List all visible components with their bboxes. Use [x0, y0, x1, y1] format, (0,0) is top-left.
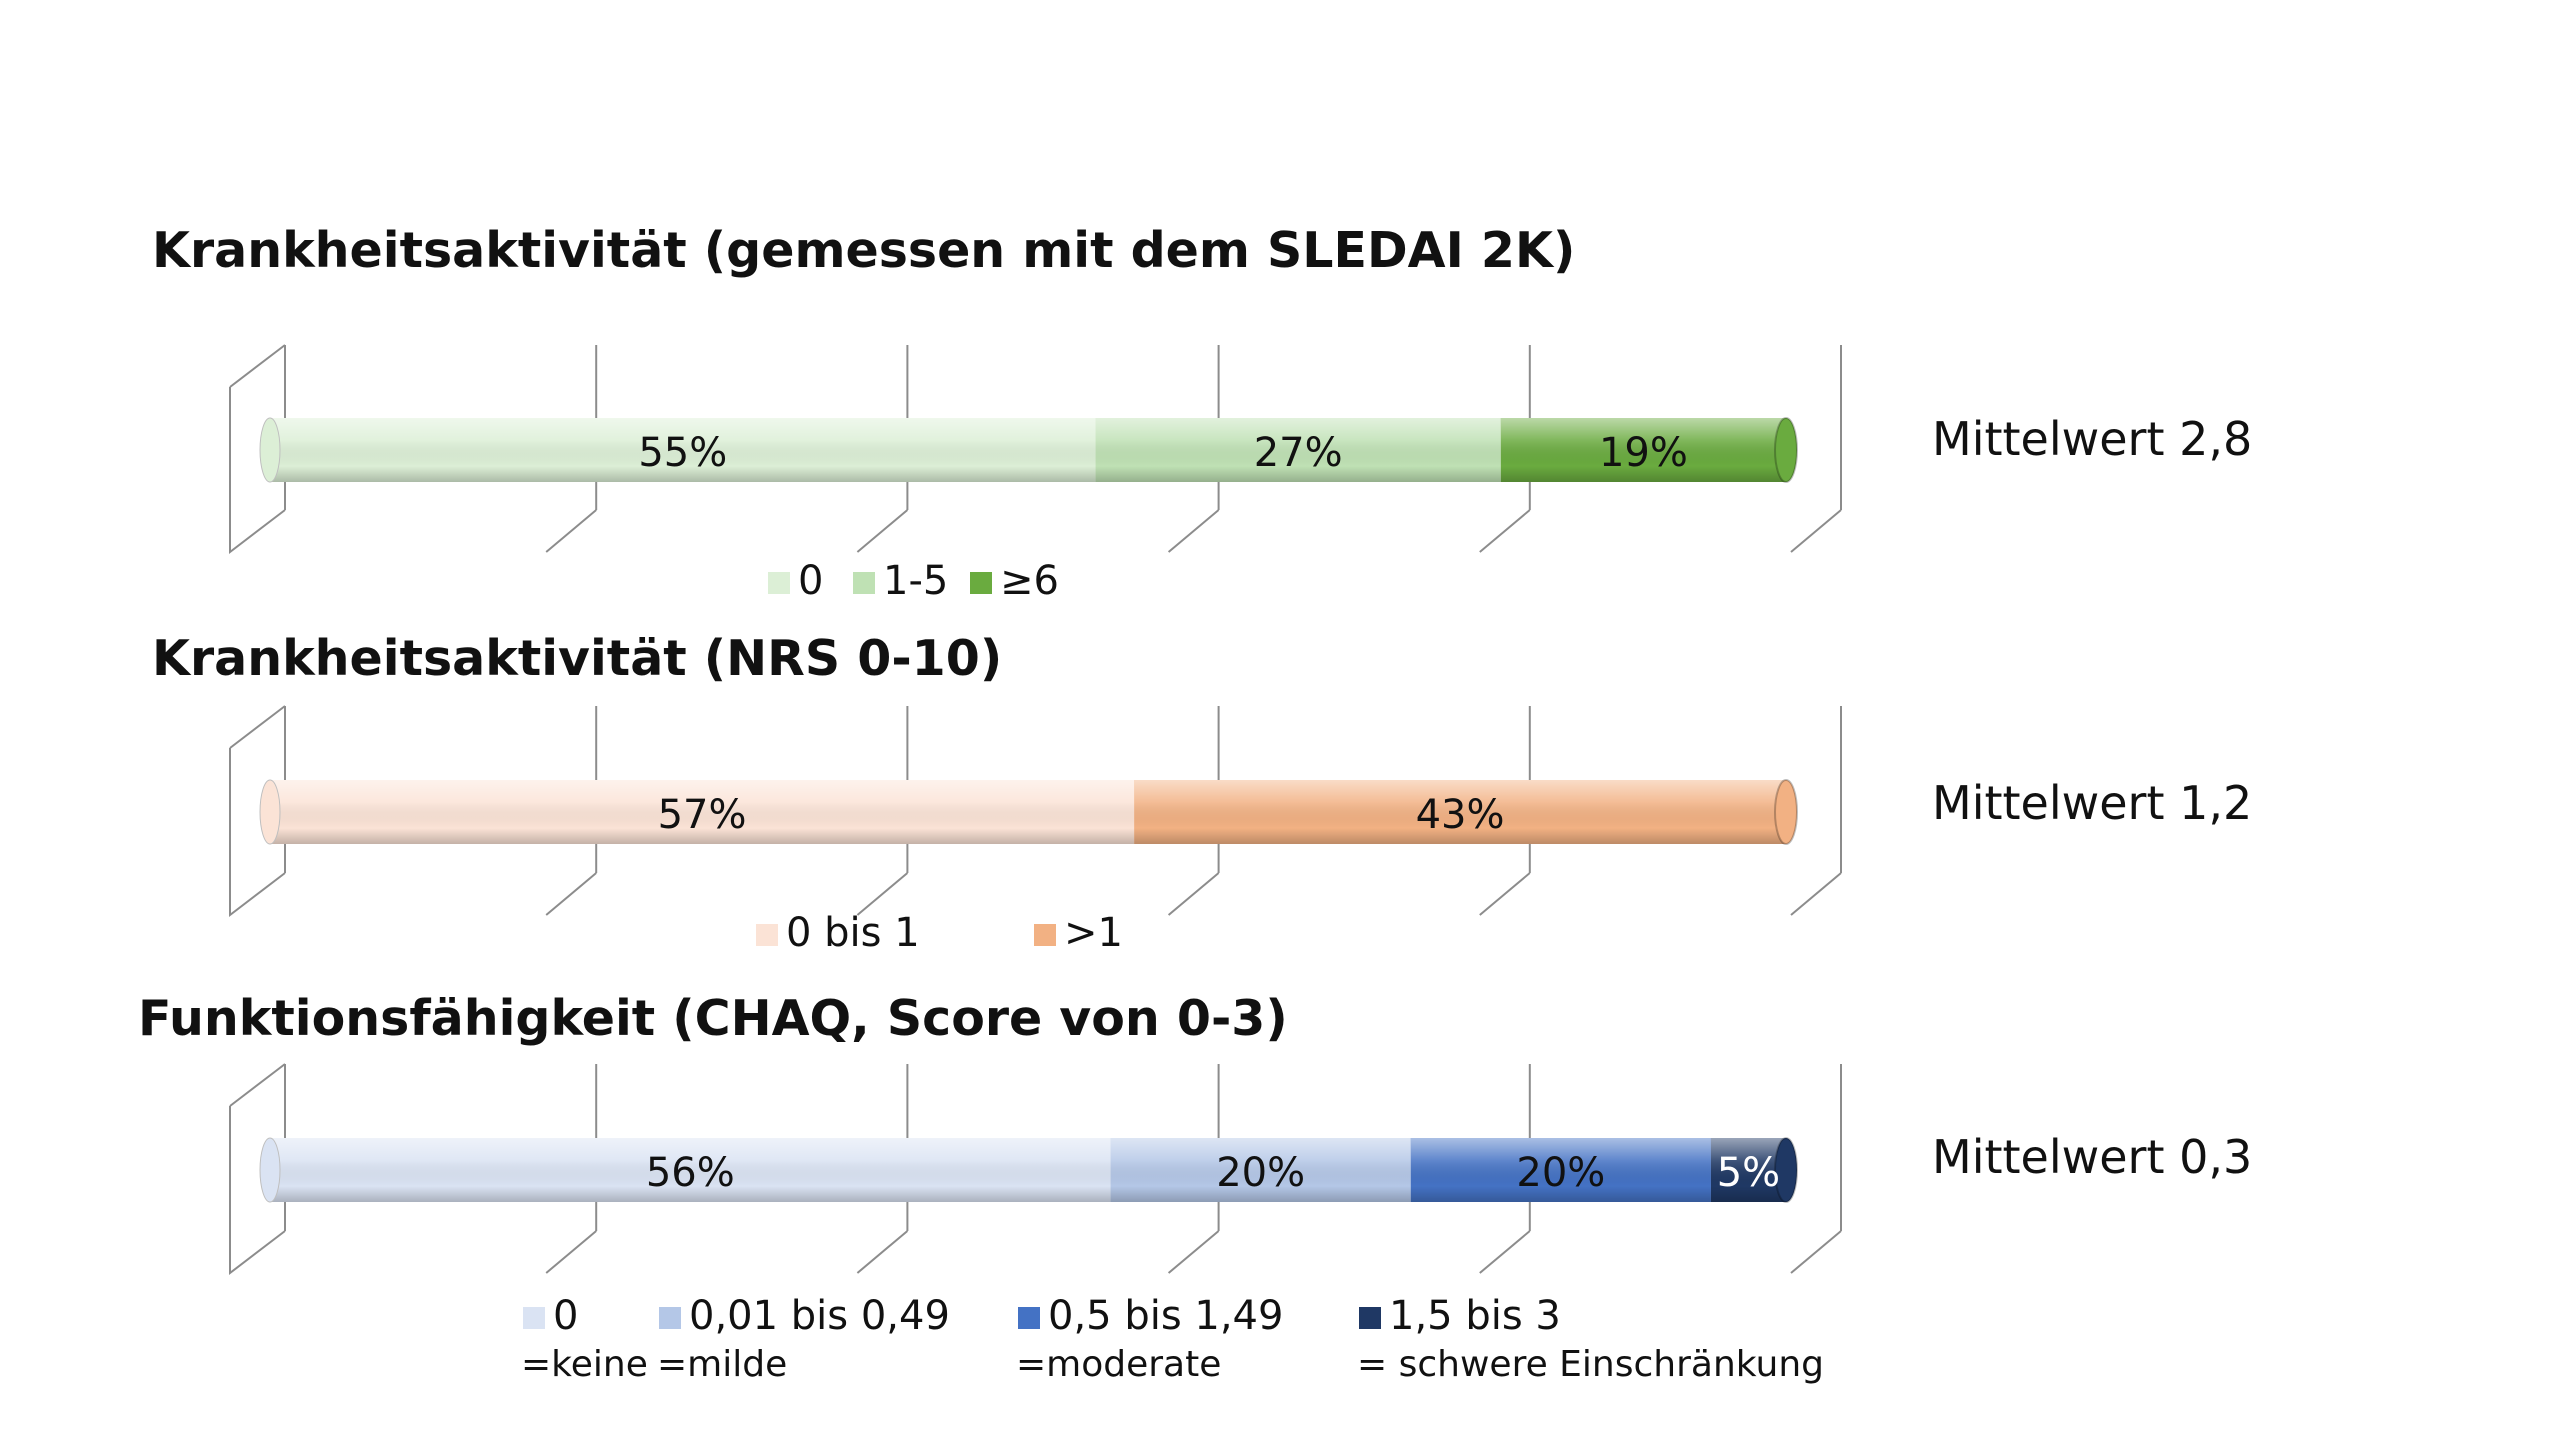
legend-label: 1-5: [883, 558, 948, 604]
bar-segment-shade: [1710, 1138, 1786, 1202]
bar-segment-shade: [270, 780, 1135, 844]
legend-label: 0,01 bis 0,49: [689, 1293, 950, 1339]
gridline-floor: [1790, 509, 1842, 553]
bar-cap-right: [1774, 417, 1798, 483]
chart-panel-1: 57% 43% 0 bis 1 >1: [229, 705, 1842, 956]
bar-cap-left: [259, 779, 281, 845]
gridline-floor: [545, 872, 597, 916]
gridline-floor: [545, 1230, 597, 1274]
mean-value-chaq: Mittelwert 0,3: [1932, 1130, 2253, 1184]
legend-label: 0: [798, 558, 823, 604]
legend-swatch: [659, 1307, 681, 1329]
legend-swatch: [853, 572, 875, 594]
bar-segment-shade: [1110, 1138, 1411, 1202]
bar-cap-left: [259, 417, 281, 483]
gridline-floor: [1790, 1230, 1842, 1274]
bar-value-label: 20%: [1216, 1150, 1305, 1196]
bar-value-label: 20%: [1516, 1150, 1605, 1196]
mean-value-nrs: Mittelwert 1,2: [1932, 776, 2253, 830]
bar-value-label: 27%: [1254, 430, 1343, 476]
gridline-floor: [856, 509, 909, 553]
gridline-floor: [856, 1230, 909, 1274]
gridline-floor: [1167, 509, 1220, 553]
wall-left: [229, 344, 286, 555]
legend-swatch: [1034, 924, 1056, 946]
bar-cap-left: [259, 1137, 281, 1203]
gridline-floor: [1479, 1230, 1531, 1274]
bar-cap-right: [1774, 779, 1798, 845]
bar-value-label: 57%: [658, 792, 747, 838]
gridline-floor: [856, 872, 909, 916]
chart-panel-0: 55% 27% 19% 0 1-5 ≥6: [229, 344, 1842, 604]
legend-sublabel: =keine: [521, 1344, 648, 1385]
gridline-floor: [1167, 1230, 1220, 1274]
legend-label: >1: [1064, 910, 1123, 956]
chart-title-chaq: Funktionsfähigkeit (CHAQ, Score von 0-3): [138, 990, 1288, 1047]
legend-sublabel: =moderate: [1016, 1344, 1221, 1385]
legend-label: 1,5 bis 3: [1389, 1293, 1561, 1339]
gridline-floor: [1479, 872, 1531, 916]
legend-sublabel: =milde: [657, 1344, 787, 1385]
bar-value-label: 56%: [646, 1150, 735, 1196]
wall-left: [229, 705, 286, 918]
legend-swatch: [768, 572, 790, 594]
gridline-floor: [1479, 509, 1531, 553]
wall-left: [229, 1063, 286, 1276]
legend-swatch: [1018, 1307, 1040, 1329]
bar-value-label: 43%: [1416, 792, 1505, 838]
bar-segment-shade: [1095, 418, 1501, 482]
chart-title-sledai: Krankheitsaktivität (gemessen mit dem SL…: [152, 222, 1576, 279]
legend-sublabel: = schwere Einschränkung: [1357, 1344, 1824, 1385]
bar-segment-shade: [1410, 1138, 1711, 1202]
legend-label: 0,5 bis 1,49: [1048, 1293, 1283, 1339]
legend-swatch: [523, 1307, 545, 1329]
bar-cap-right: [1774, 1137, 1798, 1203]
gridline-floor: [545, 509, 597, 553]
legend-label: 0: [553, 1293, 578, 1339]
gridline-floor: [1167, 872, 1220, 916]
bar-value-label: 5%: [1717, 1150, 1780, 1196]
gridline-floor: [1790, 872, 1842, 916]
bar-segment-shade: [1134, 780, 1786, 844]
mean-value-sledai: Mittelwert 2,8: [1932, 412, 2253, 466]
bar-segment-shade: [270, 418, 1096, 482]
legend-swatch: [970, 572, 992, 594]
bar-value-label: 19%: [1599, 430, 1688, 476]
legend-label: ≥6: [1000, 558, 1059, 604]
bar-value-label: 55%: [638, 430, 727, 476]
bar-segment-shade: [270, 1138, 1111, 1202]
bar-segment-shade: [1500, 418, 1786, 482]
legend-swatch: [756, 924, 778, 946]
chart-panel-2: 56% 20% 20% 5% 0 =keine 0,01 bis 0,49 =milde 0,5…: [229, 1063, 1842, 1385]
legend-label: 0 bis 1: [786, 910, 920, 956]
chart-title-nrs: Krankheitsaktivität (NRS 0-10): [152, 630, 1003, 687]
legend-swatch: [1359, 1307, 1381, 1329]
